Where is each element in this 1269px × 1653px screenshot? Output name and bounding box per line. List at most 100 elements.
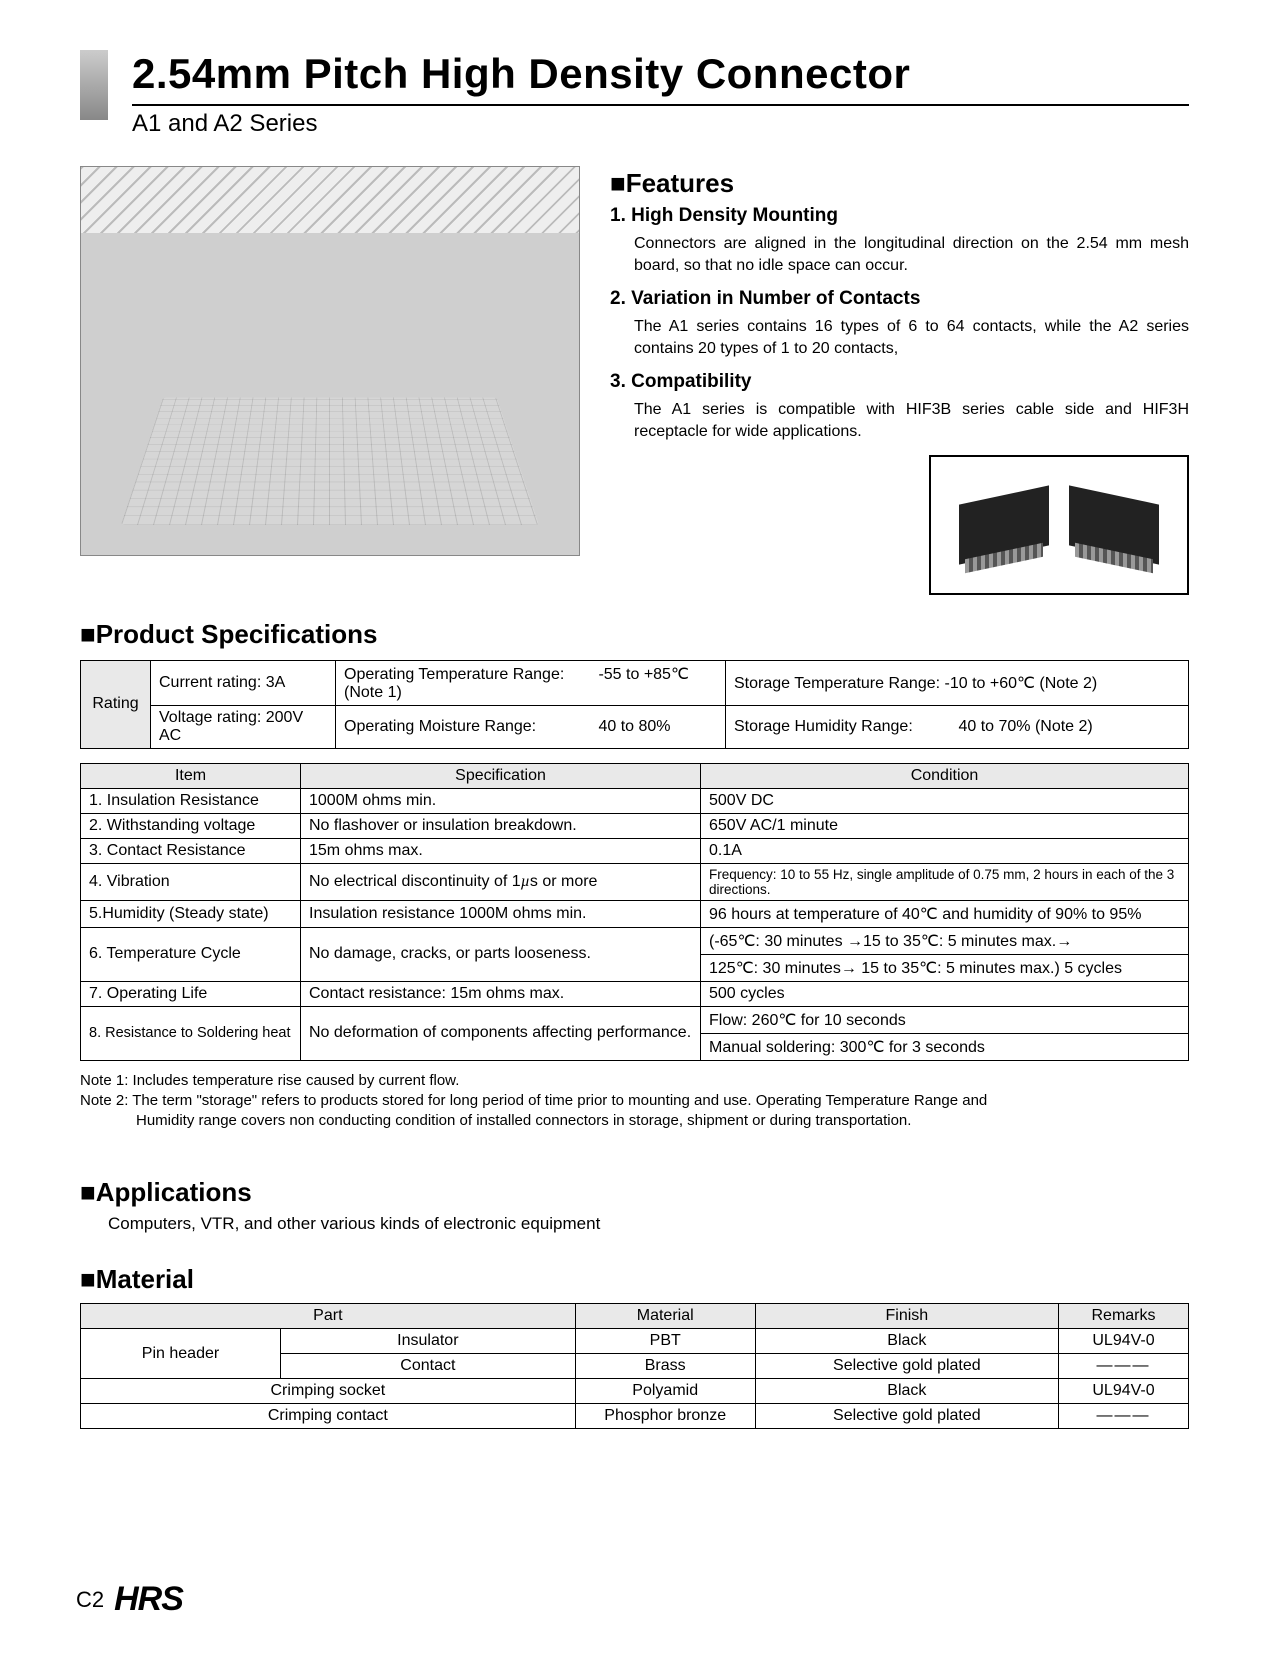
spec-cond: Flow: 260℃ for 10 seconds xyxy=(701,1006,1189,1033)
feature-1-title: 1. High Density Mounting xyxy=(610,205,1189,227)
mat-material: Brass xyxy=(575,1354,755,1379)
col-cond: Condition xyxy=(701,763,1189,788)
mat-part: Pin header xyxy=(81,1329,281,1379)
table-row: 7. Operating LifeContact resistance: 15m… xyxy=(81,981,1189,1006)
spec-spec: 1000M ohms min. xyxy=(301,788,701,813)
table-row: Rating Current rating: 3A Operating Temp… xyxy=(81,660,1189,705)
mat-finish: Black xyxy=(755,1379,1058,1404)
rating-text: Operating Moisture Range: xyxy=(344,718,594,736)
mat-remarks: ——— xyxy=(1059,1404,1189,1429)
spec-spec: No deformation of components affecting p… xyxy=(301,1006,701,1060)
rating-label: Rating xyxy=(81,660,151,748)
main-title: 2.54mm Pitch High Density Connector xyxy=(132,50,1189,98)
compatibility-image xyxy=(929,455,1189,595)
table-row: Voltage rating: 200V AC Operating Moistu… xyxy=(81,705,1189,748)
title-rule xyxy=(132,104,1189,106)
spec-item: 1. Insulation Resistance xyxy=(81,788,301,813)
spec-cond: 0.1A xyxy=(701,838,1189,863)
spec-spec: No flashover or insulation breakdown. xyxy=(301,813,701,838)
rating-text: Operating Temperature Range: xyxy=(344,666,594,684)
mat-sub: Contact xyxy=(281,1354,576,1379)
rating-cell: Storage Temperature Range: -10 to +60℃ (… xyxy=(726,660,1189,705)
spec-cond: Frequency: 10 to 55 Hz, single amplitude… xyxy=(701,863,1189,900)
mat-part: Crimping contact xyxy=(81,1404,576,1429)
rating-text: Storage Humidity Range: xyxy=(734,718,954,736)
table-row: 5.Humidity (Steady state)Insulation resi… xyxy=(81,900,1189,927)
table-header-row: Part Material Finish Remarks xyxy=(81,1304,1189,1329)
table-row: 8. Resistance to Soldering heatNo deform… xyxy=(81,1006,1189,1033)
page-header: 2.54mm Pitch High Density Connector A1 a… xyxy=(80,50,1189,156)
feature-1-body: Connectors are aligned in the longitudin… xyxy=(634,233,1189,276)
spec-spec: No electrical discontinuity of 1µs or mo… xyxy=(301,863,701,900)
spec-cond: 650V AC/1 minute xyxy=(701,813,1189,838)
header-accent-bar xyxy=(80,50,108,120)
rating-text: 40 to 80% xyxy=(598,718,670,735)
table-header-row: Item Specification Condition xyxy=(81,763,1189,788)
feature-2-title: 2. Variation in Number of Contacts xyxy=(610,288,1189,310)
applications-heading: ■Applications xyxy=(80,1177,1189,1208)
page-footer: C2 HRS xyxy=(76,1580,183,1619)
col-spec: Specification xyxy=(301,763,701,788)
applications-body: Computers, VTR, and other various kinds … xyxy=(108,1214,1189,1234)
col-part: Part xyxy=(81,1304,576,1329)
material-heading: ■Material xyxy=(80,1264,1189,1295)
series-subtitle: A1 and A2 Series xyxy=(132,110,1189,138)
mat-remarks: UL94V-0 xyxy=(1059,1329,1189,1354)
spec-spec: No damage, cracks, or parts looseness. xyxy=(301,927,701,981)
mat-material: Phosphor bronze xyxy=(575,1404,755,1429)
feature-2-body: The A1 series contains 16 types of 6 to … xyxy=(634,316,1189,359)
table-row: Pin header Insulator PBT Black UL94V-0 xyxy=(81,1329,1189,1354)
col-item: Item xyxy=(81,763,301,788)
spec-item: 3. Contact Resistance xyxy=(81,838,301,863)
mat-finish: Black xyxy=(755,1329,1058,1354)
rating-cell: Operating Temperature Range: -55 to +85℃… xyxy=(336,660,726,705)
table-row: Crimping contact Phosphor bronze Selecti… xyxy=(81,1404,1189,1429)
rating-table: Rating Current rating: 3A Operating Temp… xyxy=(80,660,1189,749)
spec-item: 7. Operating Life xyxy=(81,981,301,1006)
note-1: Note 1: Includes temperature rise caused… xyxy=(80,1071,1189,1091)
spec-item: 8. Resistance to Soldering heat xyxy=(81,1006,301,1060)
spec-cond: 500V DC xyxy=(701,788,1189,813)
table-row: 3. Contact Resistance15m ohms max.0.1A xyxy=(81,838,1189,863)
spec-cond: (-65℃: 30 minutes →15 to 35℃: 5 minutes … xyxy=(701,927,1189,954)
spec-item: 2. Withstanding voltage xyxy=(81,813,301,838)
table-row: Crimping socket Polyamid Black UL94V-0 xyxy=(81,1379,1189,1404)
product-photo xyxy=(80,166,580,556)
table-row: 6. Temperature CycleNo damage, cracks, o… xyxy=(81,927,1189,954)
page-number: C2 xyxy=(76,1587,104,1613)
col-material: Material xyxy=(575,1304,755,1329)
col-finish: Finish xyxy=(755,1304,1058,1329)
note-2b: Humidity range covers non conducting con… xyxy=(80,1111,1189,1131)
specifications-table: Item Specification Condition 1. Insulati… xyxy=(80,763,1189,1061)
mat-material: PBT xyxy=(575,1329,755,1354)
features-heading: ■Features xyxy=(610,168,1189,199)
mat-material: Polyamid xyxy=(575,1379,755,1404)
spec-cond: 500 cycles xyxy=(701,981,1189,1006)
rating-cell: Voltage rating: 200V AC xyxy=(151,705,336,748)
spec-cond: 96 hours at temperature of 40℃ and humid… xyxy=(701,900,1189,927)
rating-text: 40 to 70% (Note 2) xyxy=(958,718,1092,735)
spec-item: 6. Temperature Cycle xyxy=(81,927,301,981)
mat-remarks: UL94V-0 xyxy=(1059,1379,1189,1404)
table-row: 1. Insulation Resistance1000M ohms min.5… xyxy=(81,788,1189,813)
mat-sub: Insulator xyxy=(281,1329,576,1354)
mat-part: Crimping socket xyxy=(81,1379,576,1404)
spec-item: 5.Humidity (Steady state) xyxy=(81,900,301,927)
spec-spec: Insulation resistance 1000M ohms min. xyxy=(301,900,701,927)
col-remarks: Remarks xyxy=(1059,1304,1189,1329)
mat-finish: Selective gold plated xyxy=(755,1354,1058,1379)
rating-cell: Current rating: 3A xyxy=(151,660,336,705)
mat-finish: Selective gold plated xyxy=(755,1404,1058,1429)
spec-spec: Contact resistance: 15m ohms max. xyxy=(301,981,701,1006)
table-row: 4. VibrationNo electrical discontinuity … xyxy=(81,863,1189,900)
mat-remarks: ——— xyxy=(1059,1354,1189,1379)
table-row: 2. Withstanding voltageNo flashover or i… xyxy=(81,813,1189,838)
spec-spec: 15m ohms max. xyxy=(301,838,701,863)
feature-3-body: The A1 series is compatible with HIF3B s… xyxy=(634,399,1189,442)
rating-cell: Storage Humidity Range: 40 to 70% (Note … xyxy=(726,705,1189,748)
spec-cond: Manual soldering: 300℃ for 3 seconds xyxy=(701,1033,1189,1060)
connector-icon xyxy=(1069,485,1159,564)
rating-cell: Operating Moisture Range: 40 to 80% xyxy=(336,705,726,748)
spec-notes: Note 1: Includes temperature rise caused… xyxy=(80,1071,1189,1132)
product-spec-heading: ■Product Specifications xyxy=(80,619,1189,650)
